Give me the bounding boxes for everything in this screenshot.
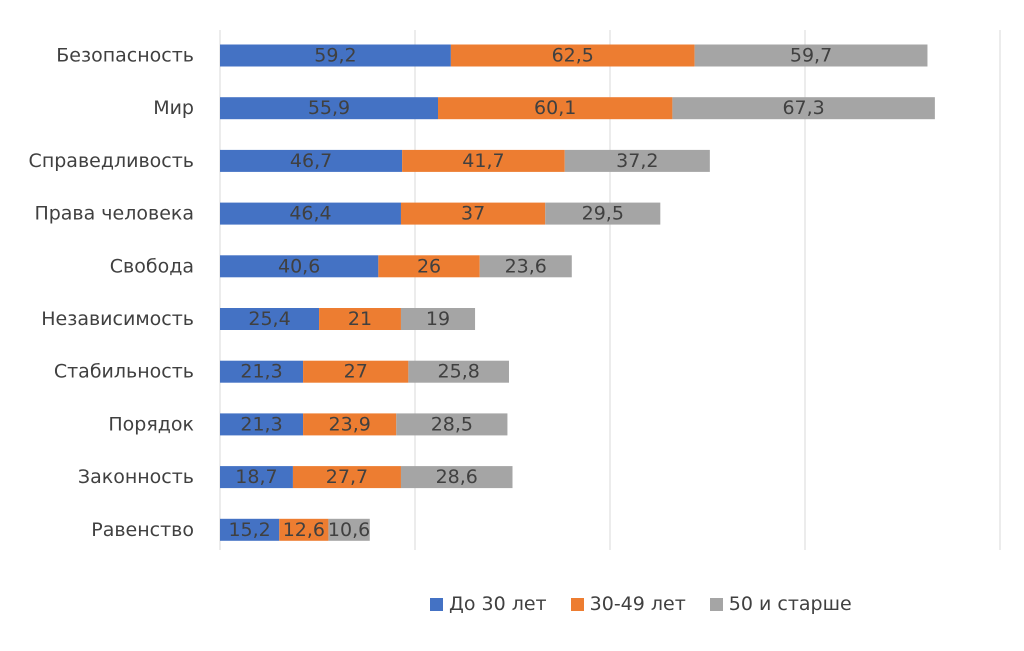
- bar-segment-3: [408, 360, 509, 383]
- bar-segment-3: [396, 413, 508, 436]
- data-label: 26: [417, 255, 441, 277]
- data-label: 59,2: [314, 45, 356, 67]
- bar-segment-3: [400, 308, 476, 330]
- bar-segment-2: [400, 202, 546, 225]
- data-label: 67,3: [782, 97, 824, 119]
- bar-segment-2: [303, 413, 397, 436]
- category-label: Законность: [78, 466, 194, 488]
- data-label: 15,2: [228, 519, 270, 541]
- legend-swatch-50-plus: [709, 597, 723, 611]
- bar-segment-2: [402, 149, 565, 172]
- data-label: 23,9: [329, 413, 371, 435]
- bar-segment-2: [378, 255, 480, 278]
- bar-segment-3: [400, 466, 513, 489]
- data-label: 37: [461, 203, 485, 225]
- data-label: 10,6: [328, 519, 370, 541]
- data-label: 21,3: [240, 361, 282, 383]
- bar-segment-1: [220, 360, 304, 383]
- category-label: Безопасность: [56, 45, 194, 67]
- data-label: 37,2: [616, 150, 658, 172]
- category-label: Свобода: [110, 255, 194, 277]
- data-label: 21,3: [240, 413, 282, 435]
- data-label: 60,1: [534, 97, 576, 119]
- bar-segment-1: [220, 466, 293, 489]
- data-label: 46,7: [290, 150, 332, 172]
- category-label: Порядок: [108, 413, 194, 435]
- data-label: 28,5: [431, 413, 473, 435]
- category-label: Мир: [153, 97, 194, 119]
- bar-segment-2: [279, 518, 329, 541]
- data-label: 62,5: [552, 45, 594, 67]
- bar-segment-3: [564, 149, 710, 172]
- data-label: 29,5: [582, 203, 624, 225]
- data-label: 40,6: [278, 255, 320, 277]
- legend-item-30-49: 30-49 лет: [570, 593, 686, 615]
- bar-segment-3: [672, 97, 935, 120]
- bar-segment-2: [319, 308, 401, 330]
- bar-segment-1: [220, 518, 280, 541]
- bar-segment-2: [438, 97, 673, 120]
- data-label: 27,7: [326, 466, 368, 488]
- data-label: 23,6: [505, 255, 547, 277]
- bar-segment-2: [303, 360, 409, 383]
- data-label: 41,7: [462, 150, 504, 172]
- bar-segment-1: [220, 413, 304, 436]
- legend-label-30-49: 30-49 лет: [589, 593, 686, 615]
- bar-segment-1: [220, 202, 401, 225]
- category-label: Стабильность: [54, 361, 194, 383]
- data-label: 28,6: [436, 466, 478, 488]
- bar-segment-2: [292, 466, 401, 489]
- category-label: Справедливость: [29, 150, 194, 172]
- bar-segment-3: [545, 202, 661, 225]
- legend-swatch-under-30: [430, 597, 443, 611]
- bar-segment-3: [694, 44, 928, 67]
- legend-label-50-plus: 50 и старше: [728, 593, 852, 615]
- legend-item-under-30: До 30 лет: [430, 593, 547, 615]
- bar-segment-1: [220, 308, 320, 330]
- data-label: 27: [344, 361, 368, 383]
- bar-segment-1: [220, 97, 439, 120]
- category-label: Равенство: [91, 519, 194, 541]
- data-label: 19: [426, 308, 450, 330]
- bar-segment-1: [220, 44, 451, 67]
- data-label: 21: [348, 308, 372, 330]
- legend-label-under-30: До 30 лет: [449, 593, 547, 615]
- data-label: 25,8: [438, 361, 480, 383]
- data-label: 55,9: [308, 97, 350, 119]
- data-label: 18,7: [235, 466, 277, 488]
- bar-segment-1: [220, 255, 379, 278]
- data-label: 25,4: [248, 308, 290, 330]
- bar-segment-1: [220, 149, 403, 172]
- category-label: Права человека: [34, 203, 194, 225]
- data-label: 12,6: [283, 519, 325, 541]
- bar-segment-2: [450, 44, 695, 67]
- category-label: Независимость: [41, 308, 194, 330]
- legend: До 30 лет 30-49 лет 50 и старше: [430, 593, 876, 615]
- legend-swatch-30-49: [570, 597, 584, 611]
- legend-item-50-plus: 50 и старше: [709, 593, 852, 615]
- data-label: 59,7: [790, 45, 832, 67]
- bar-segment-3: [328, 518, 370, 541]
- data-label: 46,4: [289, 203, 331, 225]
- bar-segment-3: [479, 255, 572, 278]
